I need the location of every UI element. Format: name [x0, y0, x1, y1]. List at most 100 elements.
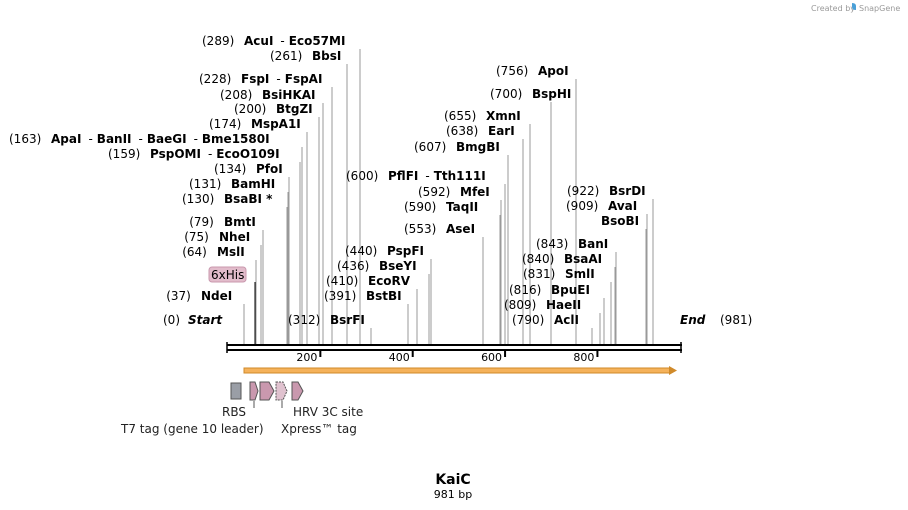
- enzyme-name: FspI: [241, 72, 269, 86]
- enzyme-position: (208): [220, 88, 252, 102]
- ruler-tick-label: 400: [389, 351, 410, 364]
- sequence-title: KaiC: [435, 472, 470, 488]
- enzyme-name: BmgBI: [456, 140, 500, 154]
- xpress-tag-feature[interactable]: [275, 381, 288, 401]
- enzyme-name: XmnI: [486, 109, 521, 123]
- enzyme-label[interactable]: (592) MfeI: [418, 185, 490, 199]
- enzyme-label[interactable]: (816) BpuEI: [509, 283, 590, 297]
- enzyme-label[interactable]: (312) BsrFI: [288, 313, 365, 327]
- ruler-tick-label: 800: [573, 351, 594, 364]
- enzyme-name: AclI: [554, 313, 579, 327]
- enzyme-label[interactable]: (130) BsaBI *: [182, 192, 273, 206]
- enzyme-name-alt: Tth111I: [434, 169, 486, 183]
- backbone-bottom-strand: [227, 349, 682, 351]
- enzyme-position: (130): [182, 192, 214, 206]
- enzyme-position: (163): [9, 132, 41, 146]
- enzyme-name: MfeI: [460, 185, 490, 199]
- enzyme-separator: -: [280, 34, 284, 48]
- enzyme-name-alt: BaeGI: [147, 132, 187, 146]
- xpress-tag-label: Xpress™ tag: [281, 422, 357, 436]
- enzyme-label[interactable]: (410) EcoRV: [326, 274, 411, 288]
- enzyme-position: (638): [446, 124, 478, 138]
- enzyme-label[interactable]: (655) XmnI: [444, 109, 521, 123]
- enzyme-label[interactable]: (131) BamHI: [189, 177, 275, 191]
- enzyme-position: (37): [166, 289, 191, 303]
- enzyme-label[interactable]: (391) BstBI: [324, 289, 402, 303]
- enzyme-name-alt: BanII: [97, 132, 132, 146]
- enzyme-label[interactable]: (840) BsaAI: [522, 252, 602, 266]
- enzyme-label[interactable]: (700) BspHI: [490, 87, 571, 101]
- enzyme-name-alt: FspAI: [285, 72, 323, 86]
- enzyme-label[interactable]: (79) BmtI: [189, 215, 256, 229]
- enzyme-label[interactable]: (200) BtgZI: [234, 102, 313, 116]
- enzyme-name: BsoBI: [601, 214, 639, 228]
- enzyme-name: BsaBI *: [224, 192, 273, 206]
- enzyme-label[interactable]: (922) BsrDI: [567, 184, 646, 198]
- enzyme-label[interactable]: (440) PspFI: [345, 244, 424, 258]
- enzyme-position: (592): [418, 185, 450, 199]
- enzyme-position: (289): [202, 34, 234, 48]
- enzyme-name: EarI: [488, 124, 515, 138]
- enzyme-position: (840): [522, 252, 554, 266]
- his-tag-box[interactable]: [208, 266, 247, 283]
- enzyme-label[interactable]: (553) AseI: [404, 222, 475, 236]
- start-label: Start: [188, 313, 223, 327]
- enzyme-name: MspA1I: [251, 117, 301, 131]
- enzyme-label[interactable]: BsoBI: [601, 214, 639, 228]
- enzyme-label[interactable]: (756) ApoI: [496, 64, 569, 78]
- enzyme-label[interactable]: (64) MslI: [182, 245, 244, 259]
- enzyme-position: (607): [414, 140, 446, 154]
- enzyme-position: (700): [490, 87, 522, 101]
- enzyme-position: (131): [189, 177, 221, 191]
- enzyme-separator: -: [425, 169, 429, 183]
- enzyme-label[interactable]: (163) ApaI - BanII - BaeGI - Bme1580I: [9, 132, 270, 146]
- enzyme-name: BsiHKAI: [262, 88, 316, 102]
- enzyme-label[interactable]: (75) NheI: [184, 230, 250, 244]
- enzyme-name: NheI: [219, 230, 250, 244]
- enzyme-name: MslI: [217, 245, 245, 259]
- enzyme-label[interactable]: (174) MspA1I: [209, 117, 301, 131]
- enzyme-label[interactable]: (790) AclI: [512, 313, 579, 327]
- hrv-3c-feature[interactable]: [291, 381, 304, 401]
- enzyme-label[interactable]: (843) BanI: [536, 237, 608, 251]
- enzyme-name: BsrFI: [330, 313, 365, 327]
- enzyme-position: (831): [523, 267, 555, 281]
- enzyme-name: AvaI: [608, 199, 637, 213]
- enzyme-name: NdeI: [201, 289, 232, 303]
- credit-prefix: Created by: [811, 4, 855, 13]
- enzyme-position: (174): [209, 117, 241, 131]
- enzyme-position: (809): [504, 298, 536, 312]
- enzyme-name: ApaI: [51, 132, 81, 146]
- sequence-length: 981 bp: [434, 488, 472, 501]
- enzyme-label[interactable]: (228) FspI - FspAI: [199, 72, 322, 86]
- orf-arrow[interactable]: [243, 366, 677, 375]
- enzyme-label[interactable]: (600) PflFI - Tth111I: [346, 169, 486, 183]
- enzyme-name: SmlI: [565, 267, 595, 281]
- enzyme-label[interactable]: (289) AcuI - Eco57MI: [202, 34, 345, 48]
- enzyme-name: AcuI: [244, 34, 273, 48]
- enzyme-label[interactable]: (607) BmgBI: [414, 140, 500, 154]
- enzyme-label[interactable]: (208) BsiHKAI: [220, 88, 316, 102]
- enzyme-label[interactable]: (159) PspOMI - EcoO109I: [108, 147, 280, 161]
- enzyme-name: BamHI: [231, 177, 275, 191]
- his-tag-feature[interactable]: [259, 381, 275, 401]
- enzyme-label[interactable]: (134) PfoI: [214, 162, 283, 176]
- enzyme-position: (590): [404, 200, 436, 214]
- enzyme-label[interactable]: (909) AvaI: [566, 199, 637, 213]
- enzyme-label[interactable]: (590) TaqII: [404, 200, 478, 214]
- enzyme-label[interactable]: (638) EarI: [446, 124, 515, 138]
- t7-tag-feature[interactable]: [249, 381, 259, 401]
- enzyme-name: PfoI: [256, 162, 283, 176]
- enzyme-position: (436): [337, 259, 369, 273]
- enzyme-label[interactable]: (37) NdeI: [166, 289, 232, 303]
- enzyme-position: (790): [512, 313, 544, 327]
- enzyme-separator: -: [208, 147, 212, 161]
- rbs-feature[interactable]: [230, 382, 242, 400]
- enzyme-name: ApoI: [538, 64, 569, 78]
- enzyme-label[interactable]: (809) HaeII: [504, 298, 581, 312]
- enzyme-label[interactable]: (436) BseYI: [337, 259, 417, 273]
- enzyme-name: BbsI: [312, 49, 341, 63]
- enzyme-label[interactable]: (831) SmlI: [523, 267, 595, 281]
- enzyme-label[interactable]: (261) BbsI: [270, 49, 341, 63]
